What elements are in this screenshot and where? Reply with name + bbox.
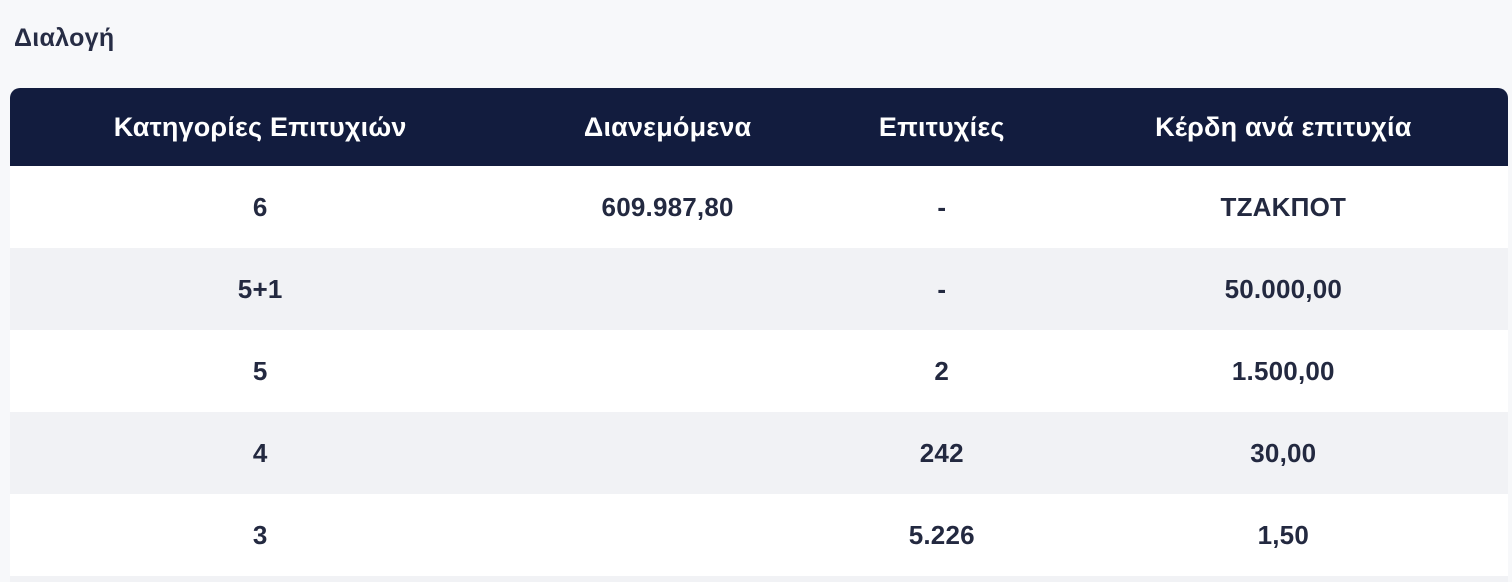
table-header: Κατηγορίες Επιτυχιών Διανεμόμενα Επιτυχί… (10, 88, 1508, 166)
cell-distributed (510, 248, 825, 330)
cell-winnings: 1,50 (1257, 519, 1309, 550)
table-row: 6 609.987,80 - ΤΖΑΚΠΟΤ (10, 166, 1508, 248)
cell-category: 5 (252, 355, 268, 386)
winning-categories-table: Κατηγορίες Επιτυχιών Διανεμόμενα Επιτυχί… (10, 88, 1508, 576)
table-row: 5 2 1.500,00 (10, 330, 1508, 412)
cell-distributed (510, 412, 825, 494)
table-row: 5+1 - 50.000,00 (10, 248, 1508, 330)
cell-category: 3 (252, 519, 268, 550)
results-table-container: Κατηγορίες Επιτυχιών Διανεμόμενα Επιτυχί… (10, 88, 1508, 582)
cell-category: 5+1 (237, 273, 283, 304)
cell-distributed (510, 494, 825, 576)
cell-winners: 242 (919, 437, 964, 468)
section-title: Διαλογή (14, 24, 115, 52)
column-header-winnings: Κέρδη ανά επιτυχία (1058, 88, 1508, 166)
cell-winnings: 50.000,00 (1224, 273, 1343, 304)
cell-category: 6 (252, 191, 268, 222)
cell-distributed: 609.987,80 (601, 191, 734, 222)
cell-winners: 2 (934, 355, 950, 386)
cell-winnings: 30,00 (1250, 437, 1317, 468)
cell-winners: - (937, 191, 947, 222)
cell-winnings: 1.500,00 (1231, 355, 1335, 386)
table-body: 6 609.987,80 - ΤΖΑΚΠΟΤ 5+1 - 50.000,00 5… (10, 166, 1508, 576)
cell-distributed (510, 330, 825, 412)
table-header-row: Κατηγορίες Επιτυχιών Διανεμόμενα Επιτυχί… (10, 88, 1508, 166)
column-header-distributed: Διανεμόμενα (510, 88, 825, 166)
column-header-winners: Επιτυχίες (824, 88, 1059, 166)
table-row: 3 5.226 1,50 (10, 494, 1508, 576)
cell-winnings: ΤΖΑΚΠΟΤ (1220, 191, 1347, 222)
cell-category: 4 (252, 437, 268, 468)
column-header-categories: Κατηγορίες Επιτυχιών (10, 88, 511, 166)
table-row: 4 242 30,00 (10, 412, 1508, 494)
next-row-cutoff-strip (10, 576, 1508, 582)
cell-winners: 5.226 (908, 519, 975, 550)
cell-winners: - (937, 273, 947, 304)
